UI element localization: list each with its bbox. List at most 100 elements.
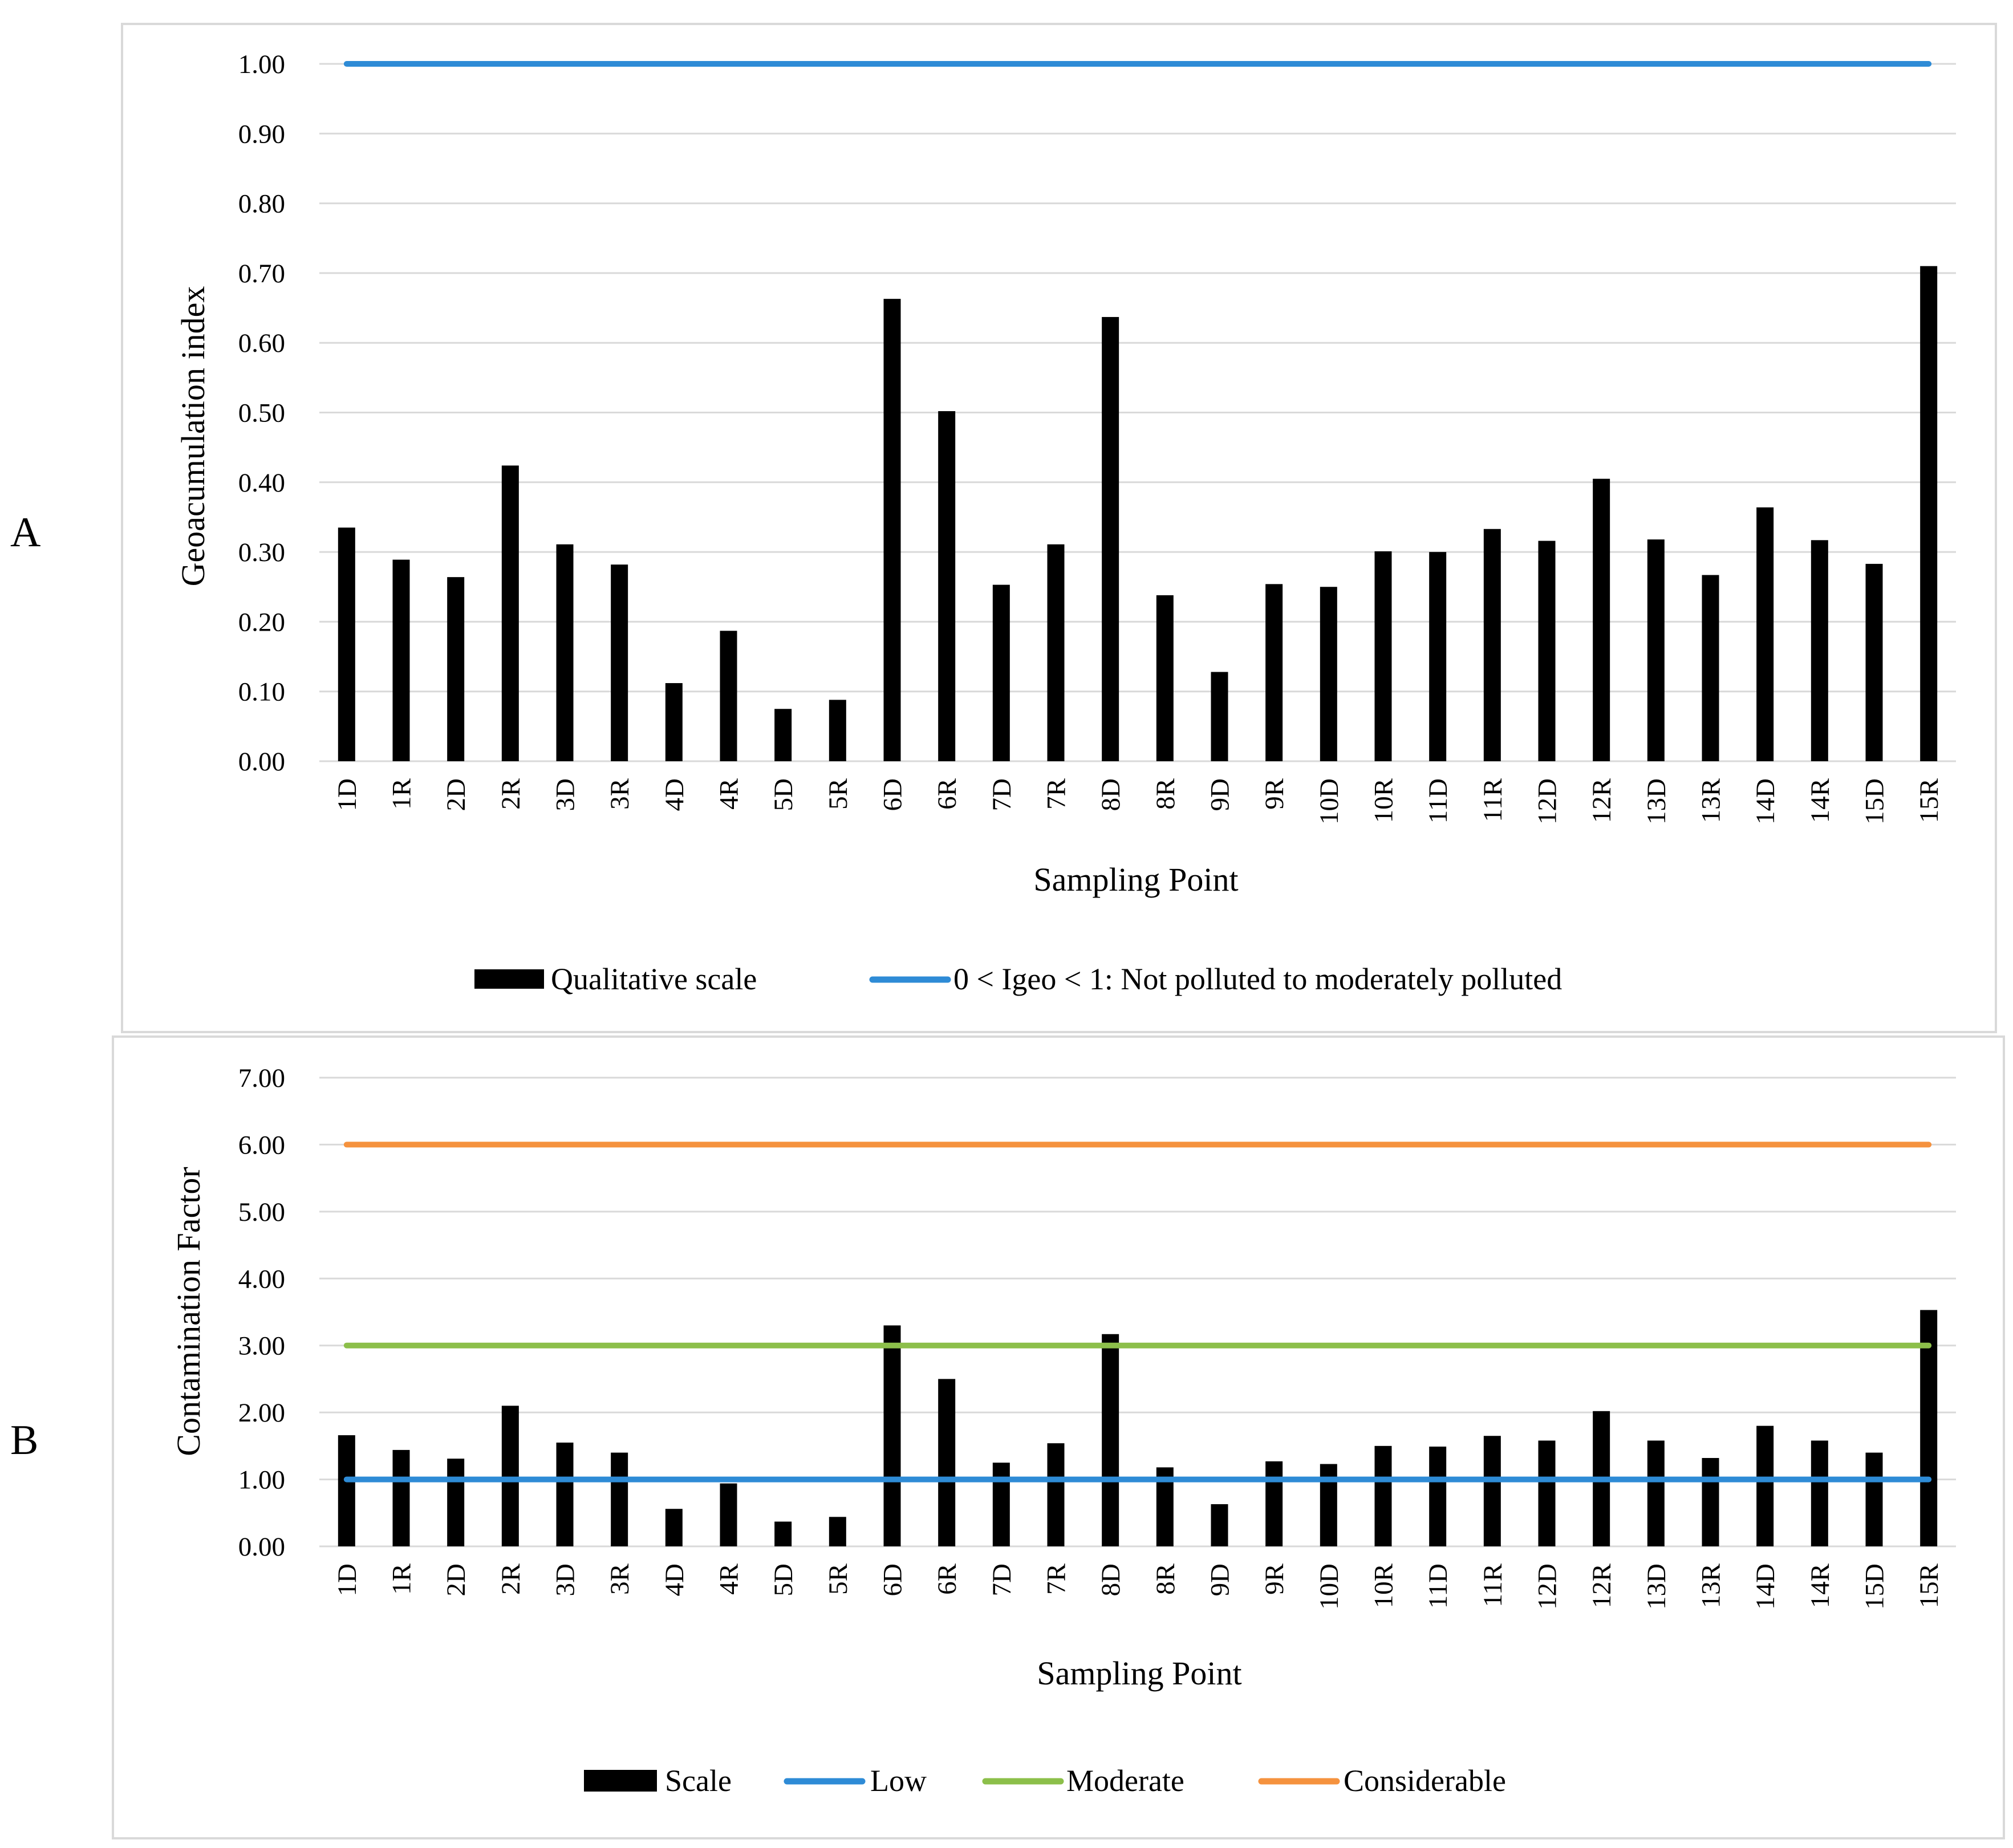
panel-a-letter: A [10,509,40,556]
chart-a-y-axis-title: Geoacumulation index [174,286,212,587]
chart-a-x-tick-label: 3R [605,778,635,810]
chart-a-x-tick-label: 10D [1314,778,1344,825]
chart-a-x-tick-label: 13D [1642,778,1671,825]
legend-label-moderate: Moderate [1066,1764,1184,1798]
chart-a-x-tick-label: 14D [1751,778,1780,825]
chart-a-x-tick-label: 11D [1423,778,1453,823]
panel-b-letter: B [10,1417,38,1464]
chart-b-x-tick-label: 8D [1096,1563,1126,1596]
chart-a-x-tick-label: 8D [1096,778,1126,811]
chart-a-x-tick-label: 10R [1369,778,1399,823]
chart-a-bar-3d [556,544,574,761]
chart-a-bar-15r [1920,266,1938,761]
chart-b-bar-5r [829,1517,846,1546]
chart-a-x-tick-label: 12D [1533,778,1562,825]
chart-b-x-tick-label: 12D [1533,1563,1562,1610]
legend-label-qualitative-scale: Qualitative scale [551,962,757,996]
chart-b-x-tick-label: 9D [1206,1563,1235,1596]
chart-b-bar-5d [774,1521,792,1546]
chart-b-x-tick-label: 14R [1805,1563,1835,1608]
chart-b-legend: Scale Low Moderate Considerable [584,1764,1506,1798]
chart-a-x-tick-label: 1D [332,778,362,811]
chart-a-bar-9d [1211,672,1228,761]
legend-label-scale: Scale [665,1764,732,1798]
chart-a-bar-13d [1647,539,1665,761]
chart-a-x-tick-label: 6D [878,778,908,811]
chart-b-x-tick-label: 1D [332,1563,362,1596]
chart-b-x-tick-label: 9R [1260,1563,1289,1595]
chart-b-bar-7r [1047,1443,1065,1546]
chart-a-x-tick-label: 3D [551,778,581,811]
chart-a-x-tick-label: 9D [1206,778,1235,811]
chart-b-x-tick-label: 4R [715,1563,744,1595]
chart-b-x-tick-label: 7D [987,1563,1017,1596]
chart-a-x-tick-label: 4R [715,778,744,810]
chart-a-x-tick-label: 13R [1697,778,1726,823]
chart-b-x-tick-label: 2R [496,1563,526,1595]
chart-a-y-tick-label: 0.80 [238,189,285,219]
chart-b-y-tick-label: 0.00 [238,1532,285,1562]
chart-b-bar-11r [1483,1436,1501,1546]
chart-a-x-tick-label: 7D [987,778,1017,811]
chart-b-x-tick-label: 2D [441,1563,471,1596]
chart-a-bar-5r [829,700,846,761]
chart-a-bar-10d [1320,587,1337,761]
chart-a-bar-15d [1865,563,1883,761]
chart-a-y-tick-label: 0.70 [238,259,285,289]
chart-b-x-tick-label: 13D [1642,1563,1671,1610]
chart-b-bar-11d [1429,1447,1447,1546]
chart-b-bar-1d [338,1435,355,1546]
chart-b-x-tick-label: 11R [1478,1563,1508,1607]
chart-b-y-axis-title: Contamination Factor [170,1167,207,1456]
chart-b-x-tick-label: 15R [1914,1563,1944,1608]
chart-b-bar-4r [720,1483,737,1546]
chart-b-bar-2r [501,1406,519,1546]
chart-a-bar-1r [392,559,410,761]
chart-a-x-tick-label: 9R [1260,778,1289,810]
chart-a-x-tick-label: 14R [1805,778,1835,823]
chart-b-bar-13d [1647,1440,1665,1546]
legend-label-igeo-range: 0 < Igeo < 1: Not polluted to moderately… [953,962,1562,996]
chart-b-x-tick-label: 8R [1151,1563,1180,1595]
chart-b-x-tick-label: 13R [1697,1563,1726,1608]
chart-b-y-tick-labels: 0.00 1.00 2.00 3.00 4.00 5.00 6.00 7.00 [238,1063,285,1562]
chart-a-x-tick-label: 7R [1042,778,1072,810]
chart-b-x-tick-label: 12R [1587,1563,1617,1608]
chart-b-y-tick-label: 2.00 [238,1398,285,1428]
chart-b-bar-6d [883,1325,901,1546]
chart-b-bar-10d [1320,1464,1337,1546]
chart-b-bar-9d [1211,1504,1228,1546]
chart-a-x-tick-label: 6R [932,778,962,810]
chart-a-bar-6r [938,411,956,761]
chart-a-bar-12r [1593,478,1610,761]
legend-label-considerable: Considerable [1344,1764,1506,1798]
legend-label-low: Low [870,1764,927,1798]
chart-a-x-tick-label: 2R [496,778,526,810]
chart-b-bar-4d [665,1509,683,1546]
chart-a-bar-5d [774,709,792,761]
chart-b-x-axis-title: Sampling Point [1037,1655,1241,1692]
chart-a-bar-4d [665,683,683,761]
chart-a-x-tick-label: 1R [387,778,417,810]
chart-b-y-tick-label: 7.00 [238,1063,285,1093]
chart-a: 0.00 0.10 0.20 0.30 0.40 0.50 0.60 0.70 0.80 0.90… [174,50,1956,996]
chart-a-bar-8r [1156,595,1174,761]
chart-a-y-tick-label: 0.20 [238,607,285,637]
chart-a-bar-14d [1756,507,1774,761]
chart-a-x-tick-label: 4D [660,778,689,811]
chart-a-bar-7d [992,584,1010,761]
chart-b-x-tick-label: 6R [932,1563,962,1595]
chart-a-bar-6d [883,299,901,761]
legend-swatch-scale [584,1770,657,1792]
chart-b-threshold-lines [343,1142,1932,1483]
chart-a-x-tick-label: 15R [1914,778,1944,823]
chart-a-bar-1d [338,527,355,761]
chart-a-y-tick-label: 0.00 [238,747,285,777]
chart-a-x-tick-label: 2D [441,778,471,811]
chart-b-bar-14d [1756,1425,1774,1546]
chart-a-x-tick-labels: 1D 1R 2D 2R 3D 3R 4D 4R 5D 5R 6D 6R 7D 7R 8D 8R 9D 9R 10D 1… [332,778,1944,825]
chart-a-y-tick-labels: 0.00 0.10 0.20 0.30 0.40 0.50 0.60 0.70 0.80 0.90… [238,50,285,777]
chart-a-bar-2r [501,465,519,761]
chart-a-y-tick-label: 1.00 [238,50,285,79]
